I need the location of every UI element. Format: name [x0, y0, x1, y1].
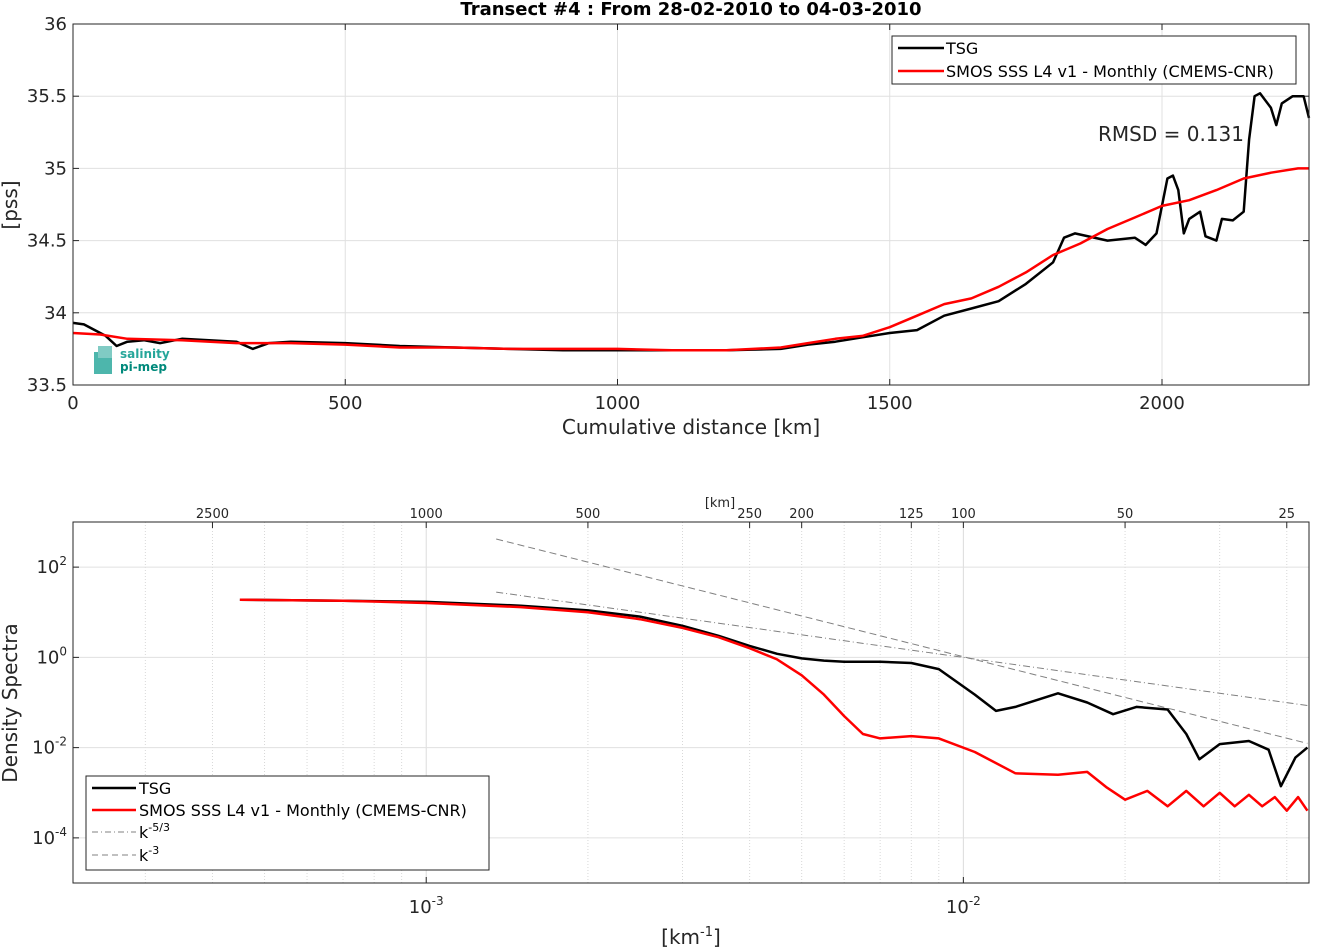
top-axis-label: [km] — [705, 496, 735, 511]
top-y-tick-label: 34.5 — [27, 231, 67, 252]
top-x-tick-label: 0 — [67, 393, 78, 414]
bottom-y-tick-base: 10 — [36, 557, 59, 578]
top-km-tick-label: 500 — [576, 507, 601, 522]
bottom-x-axis-label-sup: -1 — [700, 925, 713, 940]
bottom-x-axis-label-base: [km — [661, 925, 700, 948]
top-km-tick-label: 100 — [951, 507, 976, 522]
top-y-tick-label: 36 — [44, 14, 67, 35]
top-x-tick-label: 1500 — [867, 393, 913, 414]
bottom-legend-label-k3: k-3 — [139, 844, 159, 865]
top-x-tick-label: 500 — [328, 393, 362, 414]
top-km-tick-label: 200 — [789, 507, 814, 522]
top-x-tick-label: 1000 — [595, 393, 641, 414]
bottom-legend-label-k53: k-5/3 — [139, 821, 170, 842]
top-km-tick-label: 250 — [737, 507, 762, 522]
top-tick-labels: 0 500 1000 1500 2000 33.5 34 34.5 35 35.5 36 — [27, 14, 1185, 414]
k53-sup: -5/3 — [148, 821, 170, 834]
bottom-x-tick-base: 10 — [409, 897, 432, 918]
top-x-tick-label: 2000 — [1139, 393, 1185, 414]
top-legend: TSG SMOS SSS L4 v1 - Monthly (CMEMS-CNR) — [891, 35, 1297, 85]
bottom-x-tick-base: 10 — [946, 897, 969, 918]
logo-text-line2: pi-mep — [120, 360, 167, 374]
top-legend-label-smos: SMOS SSS L4 v1 - Monthly (CMEMS-CNR) — [946, 62, 1274, 81]
bottom-series-smos — [239, 598, 1309, 812]
bottom-legend: TSG SMOS SSS L4 v1 - Monthly (CMEMS-CNR)… — [85, 775, 490, 871]
top-y-axis-label: [pss] — [0, 180, 22, 229]
salinity-pimep-logo: salinity pi-mep — [94, 346, 170, 374]
bottom-legend-box — [85, 775, 490, 871]
top-legend-box — [891, 35, 1297, 85]
top-series-smos — [72, 167, 1309, 352]
top-x-axis-label: Cumulative distance [km] — [562, 415, 820, 439]
bottom-y-tick-base: 10 — [36, 647, 59, 668]
bottom-x-tick-exp: -3 — [432, 894, 444, 908]
top-series-tsg — [72, 92, 1311, 352]
top-series-lines — [72, 92, 1311, 352]
k3-sup: -3 — [148, 844, 159, 857]
bottom-y-tick-label: 10-2 — [32, 735, 67, 759]
bottom-y-tick-base: 10 — [32, 738, 55, 759]
top-chart-title: Transect #4 : From 28-02-2010 to 04-03-2… — [460, 0, 921, 20]
bottom-series-tsg — [239, 598, 1309, 788]
bottom-legend-label-tsg: TSG — [138, 779, 171, 798]
bottom-x-tick-label: 10-2 — [946, 894, 981, 918]
top-plot-frame — [72, 23, 1310, 386]
bottom-x-axis-label: [km-1] — [661, 925, 721, 948]
bottom-series-k53 — [496, 591, 1308, 706]
top-y-tick-label: 35 — [44, 158, 67, 179]
top-y-tick-label: 35.5 — [27, 86, 67, 107]
top-legend-label-tsg: TSG — [945, 39, 978, 58]
bottom-y-axis-label: Density Spectra — [0, 623, 22, 782]
bottom-y-tick-label: 102 — [36, 554, 67, 578]
logo-mark-top — [98, 346, 112, 358]
bottom-y-tick-label: 10-4 — [32, 825, 67, 849]
top-y-tick-label: 33.5 — [27, 375, 67, 396]
transect-plot: 0 500 1000 1500 2000 33.5 34 34.5 35 35.5 36 Trans… — [0, 0, 1311, 439]
bottom-y-tick-exp: 0 — [59, 644, 67, 658]
bottom-x-tick-exp: -2 — [969, 894, 981, 908]
top-km-tick-label: 50 — [1117, 507, 1134, 522]
rmsd-annotation: RMSD = 0.131 — [1098, 122, 1244, 146]
bottom-x-axis-label-tail: ] — [713, 925, 721, 948]
bottom-y-tick-exp: -2 — [55, 735, 67, 749]
bottom-grid — [73, 522, 1309, 883]
top-km-tick-label: 2500 — [196, 507, 229, 522]
bottom-plot-frame — [72, 521, 1310, 884]
bottom-y-tick-exp: -4 — [55, 825, 67, 839]
bottom-y-tick-label: 100 — [36, 644, 67, 668]
top-y-tick-label: 34 — [44, 303, 67, 324]
bottom-series-k3 — [496, 538, 1308, 744]
bottom-y-tick-base: 10 — [32, 828, 55, 849]
top-km-tick-label: 125 — [899, 507, 924, 522]
bottom-y-tick-exp: 2 — [59, 554, 67, 568]
k3-base: k — [139, 846, 149, 865]
bottom-series-lines — [239, 538, 1309, 812]
bottom-x-tick-label: 10-3 — [409, 894, 444, 918]
logo-text-line1: salinity — [120, 347, 170, 361]
bottom-legend-label-smos: SMOS SSS L4 v1 - Monthly (CMEMS-CNR) — [139, 801, 467, 820]
top-km-tick-label: 25 — [1278, 507, 1295, 522]
k53-base: k — [139, 823, 149, 842]
top-km-tick-label: 1000 — [410, 507, 443, 522]
